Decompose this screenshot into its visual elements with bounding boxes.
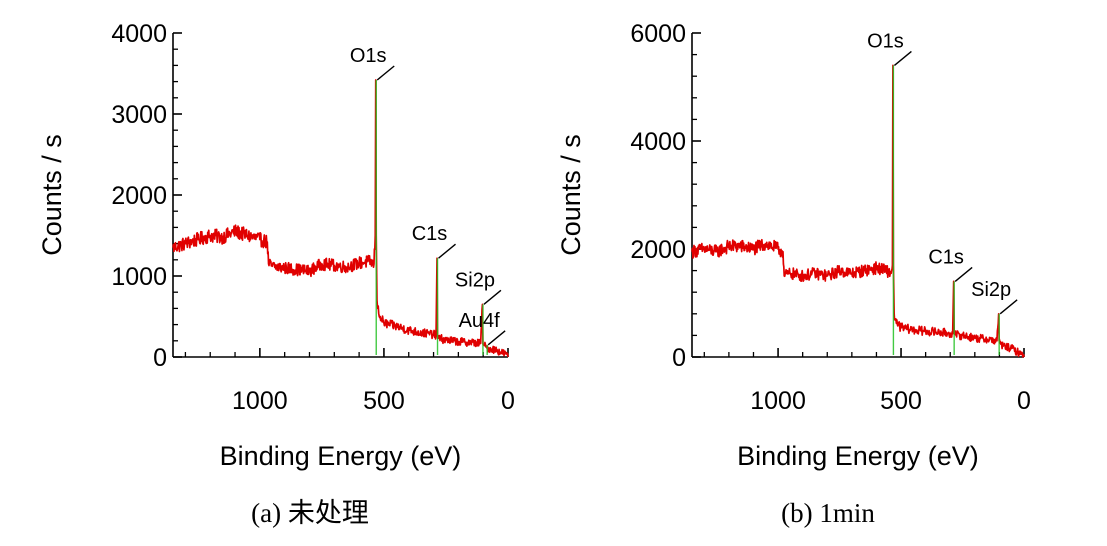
panel-b: 0 2000 4000 6000 1000 500 0 Binding Energy (eV)…: [556, 20, 1031, 528]
peak-leader-line: [893, 50, 912, 66]
panel-caption: (a) 未处理: [251, 498, 369, 528]
peak-label: C1s: [928, 246, 964, 268]
x-tick-label: 500: [880, 387, 922, 415]
y-tick-label: 0: [672, 344, 686, 372]
x-tick-label: 1000: [750, 387, 806, 415]
x-tick-label: 0: [501, 387, 515, 415]
peak-leader-line: [954, 266, 973, 282]
peak-label: O1s: [350, 45, 387, 67]
panel-caption: (b) 1min: [781, 498, 875, 528]
x-axis-label: Binding Energy (eV): [220, 441, 462, 471]
series-line: [172, 79, 509, 358]
peak-leader-line: [487, 330, 506, 346]
peak-label: O1s: [867, 30, 904, 52]
x-axis-label: Binding Energy (eV): [737, 441, 979, 471]
y-tick-label: 1000: [111, 263, 167, 291]
y-tick-label: 2000: [111, 182, 167, 210]
y-axis-label: Counts / s: [556, 134, 586, 256]
panel-a: 0 1000 2000 3000 4000 1000 500 0 Binding Energy …: [37, 20, 515, 528]
x-tick-label: 0: [1017, 387, 1031, 415]
y-tick-label: 4000: [111, 20, 167, 48]
y-tick-label: 6000: [630, 20, 686, 48]
series-line: [691, 64, 1025, 358]
peak-label: C1s: [412, 223, 448, 245]
y-tick-label: 0: [153, 344, 167, 372]
peak-label: Au4f: [459, 310, 501, 332]
peak-leader-line: [376, 65, 395, 81]
x-tick-label: 500: [363, 387, 405, 415]
x-tick-label: 1000: [232, 387, 288, 415]
y-tick-label: 2000: [630, 236, 686, 264]
peak-label: Si2p: [455, 269, 495, 291]
y-tick-label: 4000: [630, 128, 686, 156]
peak-label: Si2p: [971, 279, 1011, 301]
peak-leader-line: [438, 243, 456, 259]
peak-leader-line: [999, 299, 1018, 315]
peak-leader-line: [483, 289, 502, 305]
y-tick-label: 3000: [111, 101, 167, 129]
y-axis-label: Counts / s: [37, 134, 67, 256]
